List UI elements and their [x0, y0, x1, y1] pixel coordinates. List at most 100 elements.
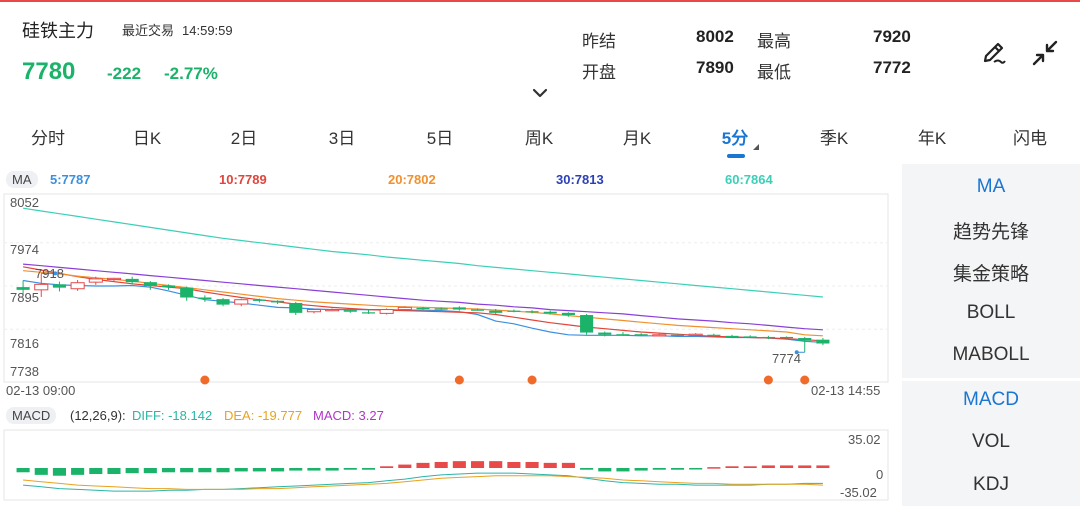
macd-bar [598, 468, 612, 472]
high-label: 最高 [757, 32, 791, 51]
macd-panel-frame [3, 429, 889, 501]
macd-bar [725, 466, 739, 468]
tab-weekly[interactable]: 周K [524, 129, 554, 148]
candle-body [16, 287, 30, 290]
ma20-line [23, 270, 823, 337]
indicator-vol[interactable]: VOL [971, 431, 1011, 452]
candle-body [379, 309, 394, 314]
signal-dot [763, 375, 773, 385]
macd-diff: DIFF: -18.142 [132, 408, 213, 423]
open-value: 7890 [696, 58, 734, 77]
price-change: -222 [107, 64, 142, 83]
macd-bar [361, 468, 376, 470]
time-axis-end: 02-13 14:55 [811, 383, 881, 398]
macd-bar [198, 468, 212, 473]
last-price: 7780 [22, 58, 76, 85]
macd-bar [634, 468, 648, 471]
tab-intraday[interactable]: 分时 [31, 129, 65, 148]
macd-bar [271, 468, 285, 472]
ma-badge[interactable]: MA [6, 171, 38, 188]
candle-body [634, 334, 648, 336]
candle-body [289, 302, 303, 313]
macd-axis-top: 35.02 [848, 432, 881, 447]
tab-quarterly[interactable]: 季K [819, 129, 849, 148]
tab-5day[interactable]: 5日 [426, 129, 454, 148]
indicator-gold-strategy[interactable]: 集金策略 [952, 264, 1029, 285]
macd-bar [743, 466, 757, 468]
candle-body [688, 333, 703, 336]
indicator-kdj[interactable]: KDJ [973, 474, 1009, 495]
ma30-legend: 30:7813 [556, 172, 604, 187]
tab-dropdown-icon[interactable] [753, 144, 759, 150]
candle-body [652, 334, 667, 337]
last-trade-time: 14:59:59 [182, 23, 233, 38]
price-panel-frame [3, 193, 889, 383]
tab-3day[interactable]: 3日 [328, 129, 356, 148]
edit-icon[interactable] [977, 36, 1011, 70]
macd-bar [416, 462, 430, 468]
prev-settle-label: 昨结 [582, 32, 616, 51]
candle-body [125, 278, 139, 283]
tab-yearly[interactable]: 年K [917, 129, 947, 148]
indicator-trend-pioneer[interactable]: 趋势先锋 [952, 222, 1029, 243]
period-tabs: 分时 日K 2日 3日 5日 周K 月K 5分 季K 年K 闪电 [0, 124, 1080, 152]
candle-body [525, 311, 539, 313]
chevron-down-icon[interactable] [531, 86, 549, 100]
macd-bar [816, 465, 830, 468]
macd-badge[interactable]: MACD [6, 407, 57, 424]
indicator-panel [902, 164, 1080, 506]
tab-flash[interactable]: 闪电 [1013, 129, 1047, 148]
macd-params: (12,26,9): [70, 408, 126, 423]
signal-dot [527, 375, 537, 385]
signal-dot [800, 375, 810, 385]
candle-body [106, 277, 122, 281]
contract-title: 硅铁主力 [22, 21, 94, 41]
macd-bar [107, 468, 121, 474]
candle-body [216, 299, 230, 305]
macd-bar [325, 468, 339, 471]
low-label: 最低 [757, 63, 791, 82]
candle-body [343, 310, 357, 312]
candle-body [507, 310, 521, 312]
price-axis-label: 8052 [10, 195, 39, 210]
candle-body [180, 287, 194, 298]
macd-bar [125, 468, 139, 474]
macd-bar [761, 465, 775, 468]
kline-chart[interactable] [0, 164, 900, 506]
candle-body [580, 315, 594, 333]
low-marker-dot [794, 350, 799, 355]
indicator-boll[interactable]: BOLL [966, 302, 1016, 323]
macd-dea: DEA: -19.777 [224, 408, 303, 423]
candle-body [780, 336, 794, 339]
indicator-ma[interactable]: MA [976, 176, 1006, 197]
candle-body [325, 309, 340, 312]
macd-bar [452, 461, 466, 468]
low-price-marker: 7774 [772, 351, 801, 366]
macd-bar [798, 465, 812, 468]
tab-monthly[interactable]: 月K [622, 129, 652, 148]
candle-body [198, 297, 212, 300]
candle-body [598, 332, 612, 335]
candle-body [271, 300, 285, 303]
ma60-legend: 60:7864 [725, 172, 773, 187]
candle-body [252, 299, 266, 301]
macd-bar [71, 468, 85, 475]
indicator-macd[interactable]: MACD [963, 389, 1019, 410]
candle-body [616, 334, 630, 336]
macd-bar [689, 468, 703, 470]
candle-body [416, 307, 430, 310]
last-trade-info: 最近交易 14:59:59 [122, 20, 233, 39]
macd-bar [670, 468, 685, 470]
price-axis-label: 7974 [10, 242, 39, 257]
collapse-icon[interactable] [1028, 36, 1062, 70]
indicator-maboll[interactable]: MABOLL [952, 344, 1030, 365]
tab-daily[interactable]: 日K [132, 129, 162, 148]
candle-body [34, 283, 49, 291]
ma20-legend: 20:7802 [388, 172, 436, 187]
macd-bar [143, 468, 157, 474]
macd-bar [398, 464, 412, 468]
tab-5min[interactable]: 5分 [721, 129, 749, 148]
tab-2day[interactable]: 2日 [230, 129, 258, 148]
macd-bar [380, 466, 394, 468]
